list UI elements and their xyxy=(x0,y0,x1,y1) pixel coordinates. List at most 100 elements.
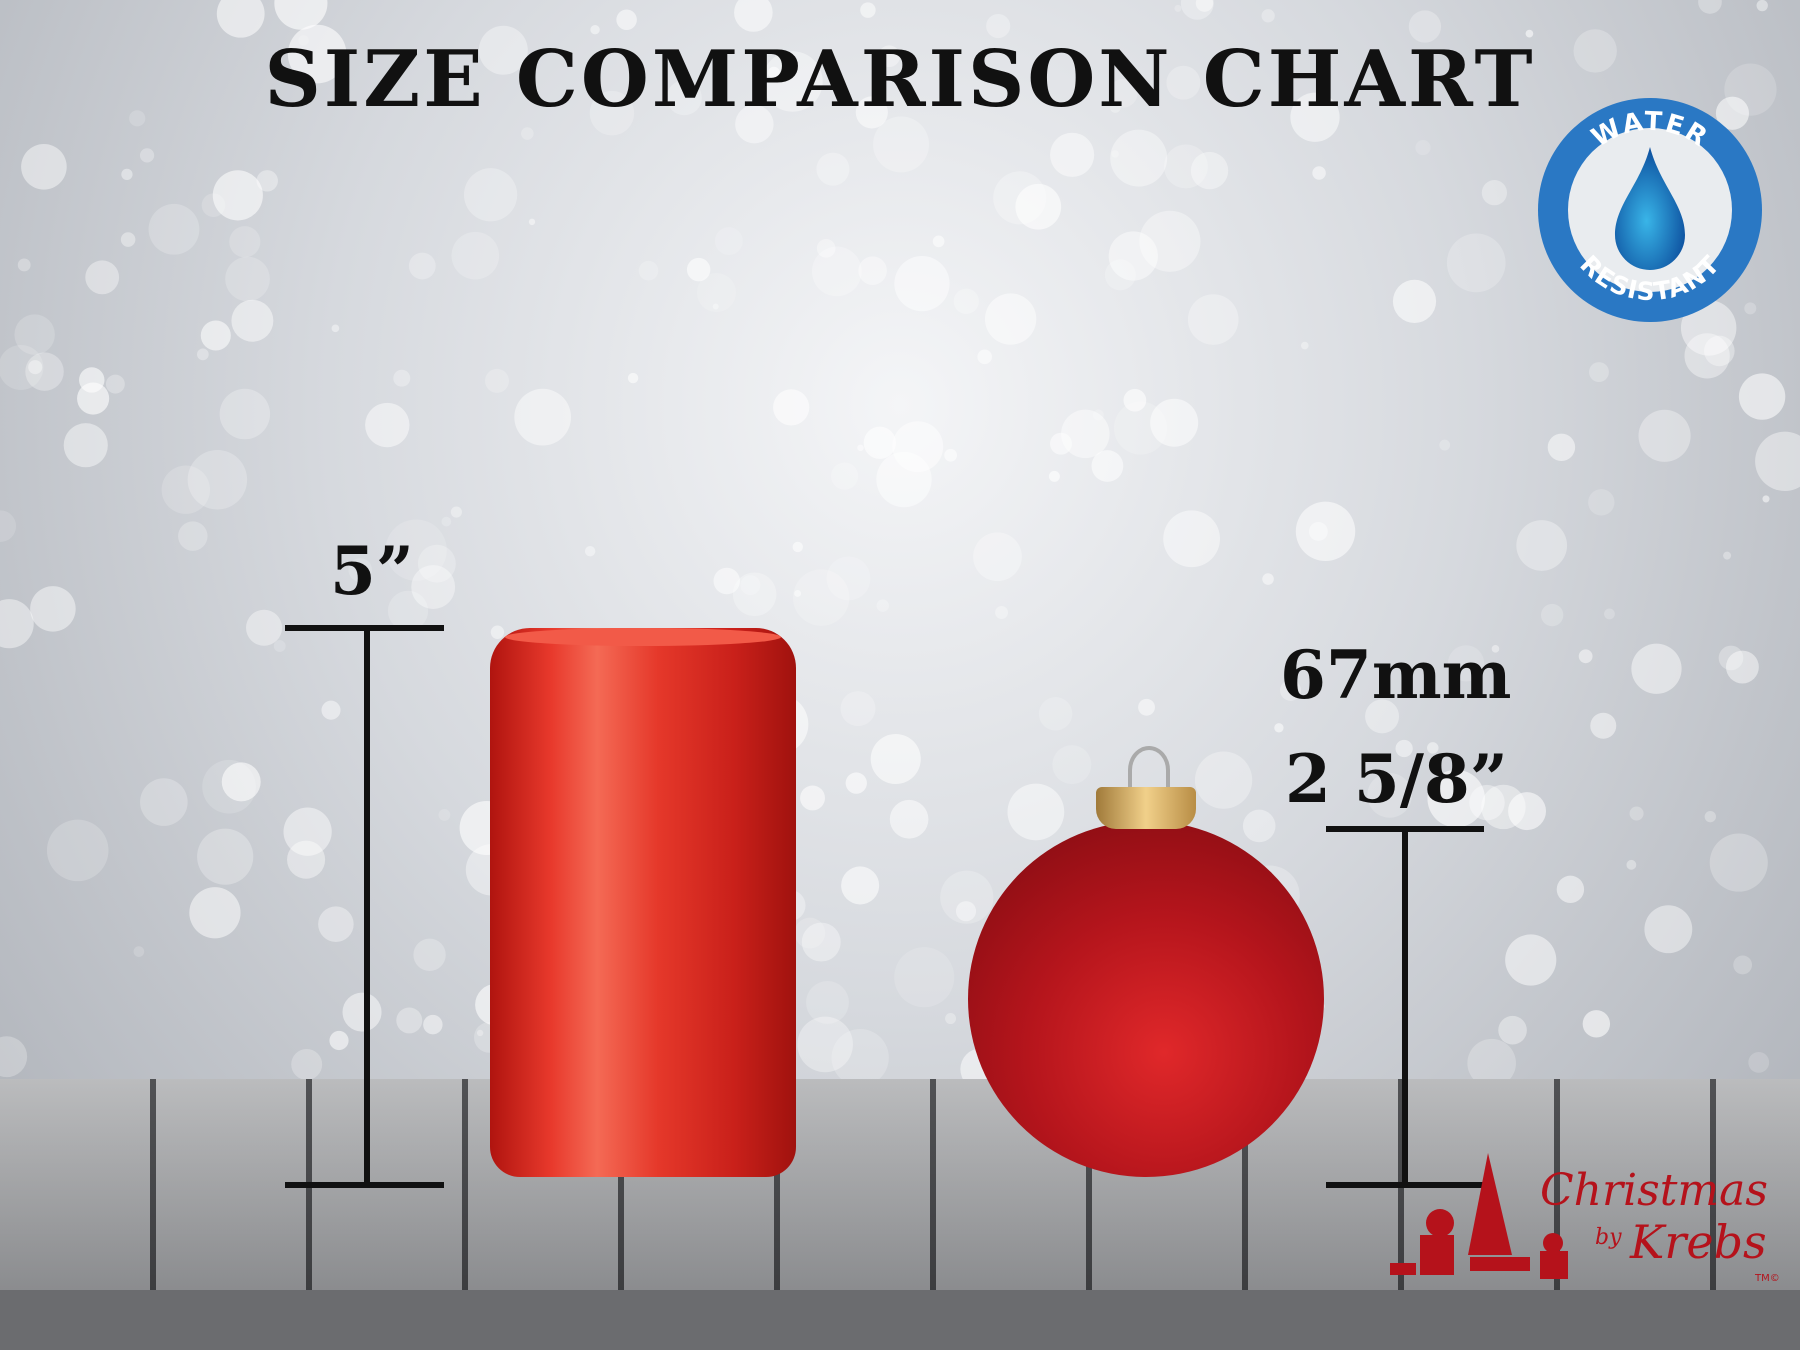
bokeh-dot xyxy=(826,556,871,601)
bokeh-dot xyxy=(478,25,528,75)
bokeh-background xyxy=(0,0,1800,1080)
bokeh-dot xyxy=(1312,166,1326,180)
bokeh-dot xyxy=(1547,433,1576,462)
water-resistant-badge: WATER RESISTANT xyxy=(1538,98,1762,322)
ornament-metric-label: 67mm xyxy=(1280,636,1512,714)
bokeh-dot xyxy=(734,0,773,32)
bokeh-dot xyxy=(140,778,188,826)
bokeh-dot xyxy=(863,426,896,459)
soda-can xyxy=(490,628,796,1177)
floor-edge xyxy=(0,1290,1800,1350)
bokeh-dot xyxy=(794,589,802,597)
bokeh-dot xyxy=(995,606,1009,619)
logo-by: by xyxy=(1595,1225,1622,1250)
bokeh-dot xyxy=(1007,783,1065,841)
bokeh-dot xyxy=(878,45,901,68)
bokeh-dot xyxy=(1061,409,1110,459)
bokeh-dot xyxy=(0,510,17,542)
bokeh-dot xyxy=(121,168,133,181)
bokeh-dot xyxy=(1467,1038,1516,1080)
bokeh-dot xyxy=(1180,0,1214,20)
bokeh-dot xyxy=(1300,341,1309,350)
bokeh-dot xyxy=(329,1030,349,1051)
bokeh-dot xyxy=(1439,439,1451,451)
bokeh-dot xyxy=(216,0,265,38)
bokeh-dot xyxy=(732,572,777,617)
can-bottom-line xyxy=(285,1182,444,1188)
bokeh-dot xyxy=(1108,231,1158,281)
bokeh-dot xyxy=(1166,65,1201,100)
bokeh-dot xyxy=(46,819,109,882)
bokeh-dot xyxy=(451,231,500,280)
bokeh-dot xyxy=(318,906,354,942)
bokeh-dot xyxy=(1733,955,1753,975)
bokeh-dot xyxy=(197,828,254,885)
family-tree-silhouette-icon xyxy=(1390,1153,1568,1279)
bokeh-dot xyxy=(1195,0,1214,12)
bokeh-dot xyxy=(1638,409,1691,462)
bokeh-dot xyxy=(273,640,286,653)
ornament-vertical-line xyxy=(1402,829,1408,1185)
bokeh-dot xyxy=(1092,409,1104,421)
bokeh-dot xyxy=(1755,431,1800,491)
bokeh-dot xyxy=(944,448,958,462)
bokeh-dot xyxy=(14,314,55,355)
bokeh-dot xyxy=(229,226,261,258)
bokeh-dot xyxy=(1631,643,1682,694)
bokeh-dot xyxy=(1709,833,1768,892)
ornament-hook xyxy=(1128,746,1170,794)
bokeh-dot xyxy=(1481,784,1526,830)
bokeh-dot xyxy=(1052,745,1092,785)
bokeh-dot xyxy=(1516,520,1568,571)
bokeh-dot xyxy=(105,374,125,394)
bokeh-dot xyxy=(1050,132,1095,177)
bokeh-dot xyxy=(1704,335,1735,367)
bokeh-dot xyxy=(1048,470,1060,482)
bokeh-dot xyxy=(1491,645,1500,653)
bokeh-dot xyxy=(932,235,945,248)
bokeh-dot xyxy=(627,372,639,384)
bokeh-dot xyxy=(1190,151,1229,190)
bokeh-dot xyxy=(231,299,274,342)
bokeh-dot xyxy=(1573,29,1617,73)
bokeh-dot xyxy=(485,368,509,393)
bokeh-dot xyxy=(0,1036,28,1078)
bokeh-dot xyxy=(696,272,736,313)
bokeh-dot xyxy=(666,80,702,116)
bokeh-dot xyxy=(1187,294,1239,345)
bokeh-dot xyxy=(889,799,929,839)
bokeh-dot xyxy=(85,260,120,295)
bokeh-dot xyxy=(411,565,456,609)
bokeh-dot xyxy=(17,258,31,272)
bokeh-dot xyxy=(1150,398,1199,447)
bokeh-dot xyxy=(178,521,208,551)
bokeh-dot xyxy=(792,569,850,626)
bokeh-dot xyxy=(120,232,136,247)
bokeh-dot xyxy=(762,51,823,112)
bokeh-dot xyxy=(1680,300,1737,356)
bokeh-dot xyxy=(385,519,447,581)
bokeh-dot xyxy=(735,104,774,144)
bokeh-dot xyxy=(714,227,743,255)
bokeh-dot xyxy=(1110,129,1168,187)
bokeh-dot xyxy=(1038,697,1073,731)
bokeh-dot xyxy=(133,946,145,957)
bokeh-dot xyxy=(139,148,155,163)
bokeh-dot xyxy=(797,1016,853,1073)
bokeh-dot xyxy=(589,90,635,136)
bokeh-dot xyxy=(1138,698,1155,716)
logo-krebs: Krebs xyxy=(1630,1215,1767,1269)
bokeh-dot xyxy=(840,691,876,727)
bokeh-dot xyxy=(1261,9,1275,23)
bokeh-dot xyxy=(1525,29,1534,38)
bokeh-dot xyxy=(768,66,780,79)
bokeh-dot xyxy=(1588,489,1615,516)
bokeh-dot xyxy=(1194,751,1253,809)
bokeh-dot xyxy=(686,257,711,282)
bokeh-dot xyxy=(1049,432,1072,455)
bokeh-dot xyxy=(1744,302,1757,315)
bokeh-dot xyxy=(283,807,332,856)
bokeh-dot xyxy=(1415,139,1431,156)
bokeh-dot xyxy=(1762,495,1770,503)
bokeh-dot xyxy=(291,1048,323,1080)
